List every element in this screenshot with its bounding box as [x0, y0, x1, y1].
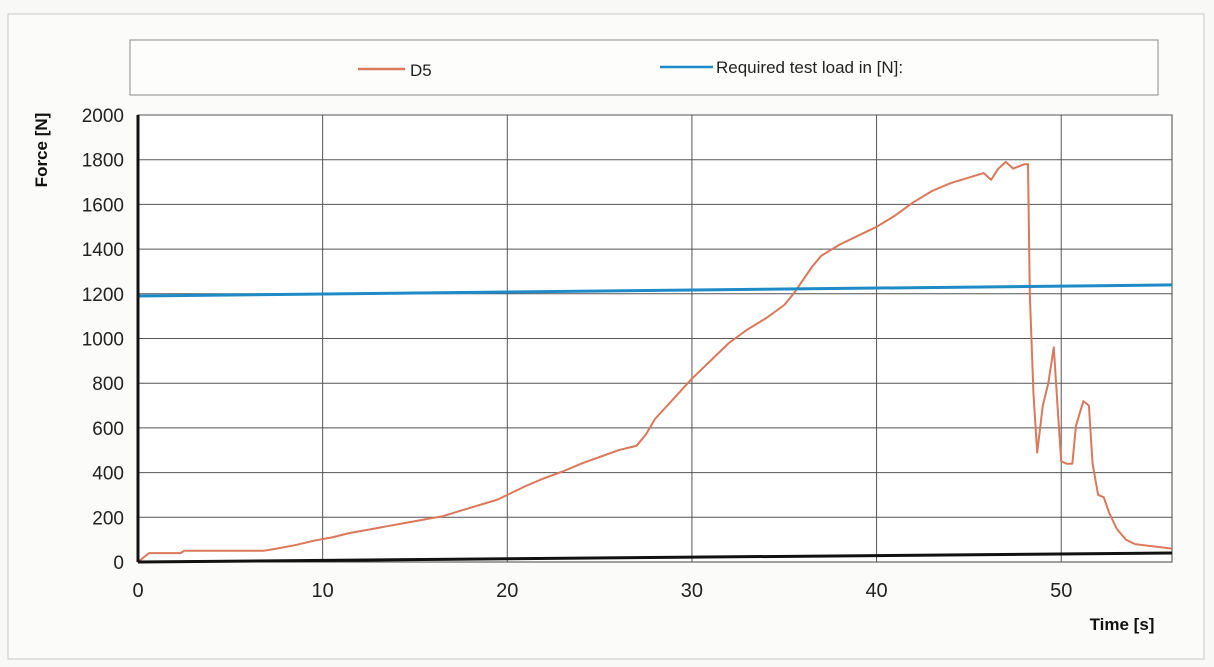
required-test-load-line [137, 283, 1173, 298]
series-required-test-load [137, 283, 1173, 298]
y-tick-label-2000: 2000 [82, 106, 124, 127]
y-tick-label-800: 800 [92, 374, 124, 395]
d5-line [137, 160, 1173, 563]
x-tick-label-50: 50 [1050, 580, 1072, 602]
x-tick-label-10: 10 [312, 580, 334, 602]
x-tick-label-40: 40 [865, 580, 887, 602]
y-tick-label-1400: 1400 [82, 240, 124, 261]
y-tick-label-1200: 1200 [82, 285, 124, 306]
y-tick-label-1000: 1000 [82, 330, 124, 351]
y-tick-label-600: 600 [92, 419, 124, 440]
series [137, 160, 1173, 563]
legend: D5 Required test load in [N]: [129, 39, 1159, 96]
x-tick-label-30: 30 [681, 580, 703, 602]
x-tick-label-0: 0 [132, 580, 143, 602]
series-d5 [137, 160, 1173, 563]
legend-label-d5: D5 [410, 61, 432, 80]
y-tick-label-200: 200 [92, 508, 124, 529]
y-tick-label-1600: 1600 [82, 195, 124, 216]
y-tick-label-1800: 1800 [82, 151, 124, 172]
x-axis-line [137, 551, 1173, 564]
x-axis-title: Time [s] [1090, 615, 1155, 634]
x-tick-label-20: 20 [496, 580, 518, 602]
y-tick-label-400: 400 [92, 464, 124, 485]
grid [138, 114, 1172, 562]
legend-label-required: Required test load in [N]: [716, 58, 903, 77]
y-tick-label-0: 0 [113, 553, 124, 574]
tick-labels: 0 200 400 600 800 1000 1200 1400 1600 1800 2000 0 10… [82, 106, 1073, 602]
legend-box [129, 39, 1159, 96]
y-axis-title: Force [N] [32, 113, 51, 188]
